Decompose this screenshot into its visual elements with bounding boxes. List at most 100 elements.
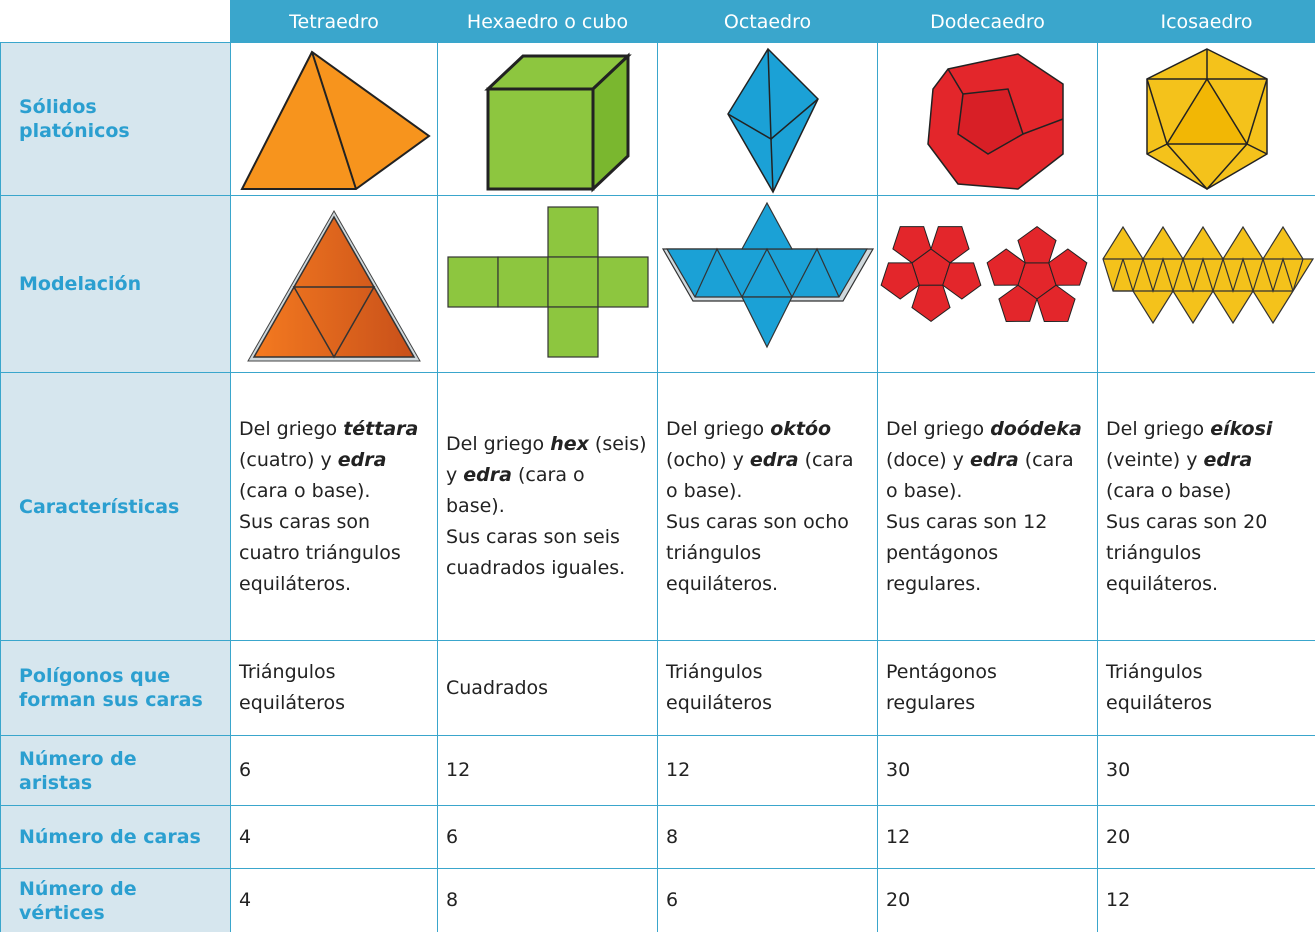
picture xyxy=(877,195,1098,373)
cell: 8 xyxy=(657,805,878,869)
text: Del griego xyxy=(886,417,991,440)
row: Número de caras 4 6 8 12 20 xyxy=(0,805,1315,869)
shape xyxy=(547,306,599,358)
label-line: Características xyxy=(19,495,180,518)
text: (seis) y xyxy=(446,433,647,486)
cell: 12 xyxy=(1097,868,1315,932)
dodecahedron-net xyxy=(878,214,1093,329)
faces: Sus caras son 12 pentágonos regulares. xyxy=(886,510,1048,595)
origin: Del griego doódeka (doce) y edra (cara o… xyxy=(886,414,1089,507)
text: (cara o base). xyxy=(239,479,371,502)
row-label: Sólidos platónicos xyxy=(0,42,231,196)
row: Características Del griego téttara (cuat… xyxy=(0,372,1315,641)
octahedron xyxy=(726,47,819,194)
row-label: Modelación xyxy=(0,195,231,373)
greek-word: edra xyxy=(969,448,1019,471)
shape xyxy=(769,138,774,193)
cell: Del griego eíkosi (veinte) y edra (cara … xyxy=(1097,372,1315,641)
shape xyxy=(1145,49,1268,191)
column-header: Octaedro xyxy=(657,0,878,43)
picture xyxy=(437,42,658,196)
shape xyxy=(292,286,376,359)
shape xyxy=(547,206,599,258)
column-header: Icosaedro xyxy=(1097,0,1315,43)
cell: Del griego hex (seis) y edra (cara o bas… xyxy=(437,372,658,641)
dodecahedron xyxy=(926,53,1064,190)
shape xyxy=(486,87,594,191)
row-label: Características xyxy=(0,372,231,641)
cell: 20 xyxy=(877,868,1098,932)
greek-word: edra xyxy=(463,464,512,486)
greek-word: doódeka xyxy=(990,417,1082,440)
text: (ocho) y xyxy=(666,448,750,471)
icosahedron-net xyxy=(1101,225,1314,325)
label-line: Número de xyxy=(19,877,137,900)
label-line: Modelación xyxy=(19,273,142,295)
cell: 6 xyxy=(230,735,438,806)
origin: Del griego téttara (cuatro) y edra (cara… xyxy=(239,414,429,507)
label-line: Número de xyxy=(19,747,137,770)
picture xyxy=(657,42,878,196)
shape xyxy=(497,256,549,308)
cell: 6 xyxy=(437,805,658,869)
text: (cuatro) y xyxy=(239,448,338,471)
shape xyxy=(1102,256,1304,294)
greek-word: téttara xyxy=(343,417,419,440)
cell: 8 xyxy=(437,868,658,932)
picture xyxy=(437,195,658,373)
shape xyxy=(311,51,357,190)
cell: 6 xyxy=(657,868,878,932)
greek-word: edra xyxy=(1203,448,1253,471)
shape xyxy=(770,98,818,140)
corner xyxy=(0,0,231,43)
origin: Del griego hex (seis) y edra (cara o bas… xyxy=(446,429,649,522)
tetrahedron xyxy=(240,50,431,190)
label-line: Sólidos xyxy=(19,96,97,118)
row: Sólidos platónicos xyxy=(0,42,1315,196)
row: Número de aristas 6 12 12 30 30 xyxy=(0,735,1315,806)
label-line: Polígonos que xyxy=(19,665,171,687)
picture xyxy=(230,195,438,373)
label-line: platónicos xyxy=(19,120,130,142)
picture xyxy=(877,42,1098,196)
shape xyxy=(447,206,649,358)
cell: 20 xyxy=(1097,805,1315,869)
cube-net xyxy=(447,206,649,358)
shape xyxy=(597,256,649,308)
label-line: vértices xyxy=(19,901,105,924)
origin: Del griego eíkosi (veinte) y edra (cara … xyxy=(1106,414,1307,507)
cell: Del griego októo (ocho) y edra (cara o b… xyxy=(657,372,878,641)
shape xyxy=(240,50,431,190)
row: Número de vértices 4 8 6 20 12 xyxy=(0,868,1315,932)
picture xyxy=(657,195,878,373)
shape xyxy=(693,247,840,299)
cell: 4 xyxy=(230,805,438,869)
picture xyxy=(1097,195,1315,373)
cell: Del griego téttara (cuatro) y edra (cara… xyxy=(230,372,438,641)
greek-word: hex xyxy=(550,433,589,455)
text: Del griego xyxy=(666,417,771,440)
tetrahedron-net xyxy=(247,209,421,362)
cell: 4 xyxy=(230,868,438,932)
cell: 12 xyxy=(437,735,658,806)
text: (veinte) y xyxy=(1106,448,1204,471)
shape xyxy=(665,248,868,298)
column-header: Tetraedro xyxy=(230,0,438,43)
row: Polígonos que forman sus caras Triángulos… xyxy=(0,640,1315,736)
origin: Del griego októo (ocho) y edra (cara o b… xyxy=(666,414,869,507)
text: Del griego xyxy=(446,433,551,455)
faces: Sus caras son ocho triángulos equilátero… xyxy=(666,510,849,595)
shape xyxy=(447,256,499,308)
shape xyxy=(740,296,793,349)
greek-word: eíkosi xyxy=(1210,417,1273,440)
octahedron-net xyxy=(661,201,874,349)
row-label: Número de caras xyxy=(0,805,231,869)
cell: 12 xyxy=(877,805,1098,869)
cell: Triángulos equiláteros xyxy=(657,640,878,736)
shape xyxy=(661,201,874,349)
row-label: Número de vértices xyxy=(0,868,231,932)
shape xyxy=(1022,118,1063,135)
faces: Sus caras son 20 triángulos equiláteros. xyxy=(1106,510,1268,595)
cell: Triángulos equiláteros xyxy=(1097,640,1315,736)
